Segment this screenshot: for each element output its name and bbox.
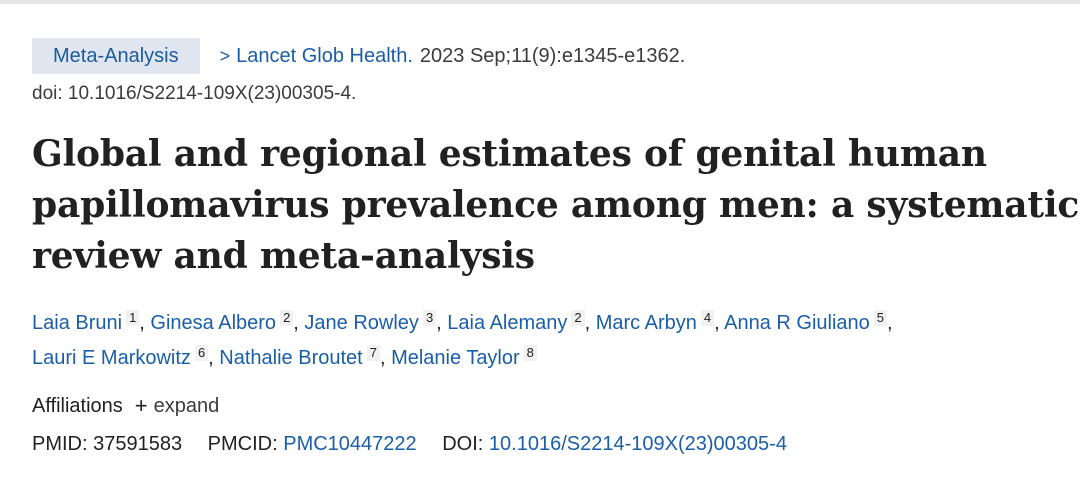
affiliations-row: Affiliations + expand xyxy=(32,392,1062,420)
pmid-label: PMID: xyxy=(32,433,88,455)
author-item: Laia Bruni 1, xyxy=(32,310,150,334)
title-line: review and meta-analysis xyxy=(32,235,535,277)
author-separator: , xyxy=(436,312,442,334)
author-item: Ginesa Albero 2, xyxy=(150,310,304,334)
publication-date: 2023 Sep;11(9):e1345-e1362. xyxy=(419,44,686,67)
article-title: Global and regional estimates of genital… xyxy=(32,129,1080,282)
plus-icon: + xyxy=(134,393,148,418)
chevron-right-icon[interactable]: > xyxy=(219,45,231,66)
title-line: papillomavirus prevalence among men: a s… xyxy=(32,184,1080,226)
pmcid-label: PMCID: xyxy=(207,433,278,455)
journal-link[interactable]: Lancet Glob Health. xyxy=(236,44,413,67)
author-link[interactable]: Anna R Giuliano xyxy=(724,312,870,334)
author-separator: , xyxy=(379,347,386,369)
citation-doi: doi: 10.1016/S2214-109X(23)00305-4. xyxy=(32,83,357,104)
affiliation-number[interactable]: 1 xyxy=(126,310,140,326)
author-link[interactable]: Jane Rowley xyxy=(304,312,419,334)
affiliation-number[interactable]: 3 xyxy=(422,310,437,326)
doi-link[interactable]: 10.1016/S2214-109X(23)00305-4 xyxy=(488,433,787,455)
expand-label: expand xyxy=(153,395,220,417)
article-header: Meta-Analysis > Lancet Glob Health. 2023… xyxy=(32,38,1079,458)
author-link[interactable]: Laia Bruni xyxy=(32,312,123,334)
author-item: Marc Arbyn 4, xyxy=(595,310,724,334)
author-link[interactable]: Laia Alemany xyxy=(447,312,568,334)
affiliation-number[interactable]: 8 xyxy=(523,345,537,361)
affiliations-label: Affiliations xyxy=(32,395,123,417)
author-separator: , xyxy=(208,347,214,369)
pmid-value: 37591583 xyxy=(93,433,183,455)
author-link[interactable]: Melanie Taylor xyxy=(391,347,520,369)
top-divider xyxy=(0,0,1080,4)
author-separator: , xyxy=(887,312,893,334)
author-separator: , xyxy=(139,312,145,334)
author-link[interactable]: Ginesa Albero xyxy=(150,312,277,334)
author-line: Laia Bruni 1, Ginesa Albero 2, Jane Rowley… xyxy=(32,306,1062,341)
author-item: Jane Rowley 3, xyxy=(304,310,447,334)
identifiers-row: PMID: 37591583 PMCID: PMC10447222 DOI: 1… xyxy=(32,430,1062,458)
title-line: Global and regional estimates of genital… xyxy=(32,133,987,175)
author-item: Laia Alemany 2, xyxy=(447,310,595,334)
affiliation-number[interactable]: 6 xyxy=(194,345,209,361)
affiliation-number[interactable]: 2 xyxy=(571,310,585,326)
author-link[interactable]: Marc Arbyn xyxy=(595,312,697,334)
author-link[interactable]: Lauri E Markowitz xyxy=(32,347,191,369)
affiliation-number[interactable]: 4 xyxy=(700,310,715,326)
affiliation-number[interactable]: 7 xyxy=(366,345,380,361)
author-separator: , xyxy=(293,312,299,334)
article-type-badge: Meta-Analysis xyxy=(32,38,200,74)
affiliation-number[interactable]: 2 xyxy=(280,310,294,326)
author-item: Nathalie Broutet 7, xyxy=(219,345,391,369)
doi-label: DOI: xyxy=(442,433,484,455)
author-line: Lauri E Markowitz 6, Nathalie Broutet 7, M… xyxy=(32,341,1062,376)
author-separator: , xyxy=(714,312,720,334)
author-link[interactable]: Nathalie Broutet xyxy=(219,347,363,369)
pmcid-link[interactable]: PMC10447222 xyxy=(283,433,417,455)
author-separator: , xyxy=(584,312,591,334)
author-item: Anna R Giuliano 5, xyxy=(724,310,893,334)
author-list: Laia Bruni 1, Ginesa Albero 2, Jane Rowley… xyxy=(32,306,1062,376)
citation-row: Meta-Analysis > Lancet Glob Health. 2023… xyxy=(32,38,1062,74)
author-item: Melanie Taylor 8 xyxy=(391,345,537,369)
affiliation-number[interactable]: 5 xyxy=(873,310,888,326)
expand-affiliations-button[interactable]: + expand xyxy=(135,392,219,420)
author-item: Lauri E Markowitz 6, xyxy=(32,345,219,369)
